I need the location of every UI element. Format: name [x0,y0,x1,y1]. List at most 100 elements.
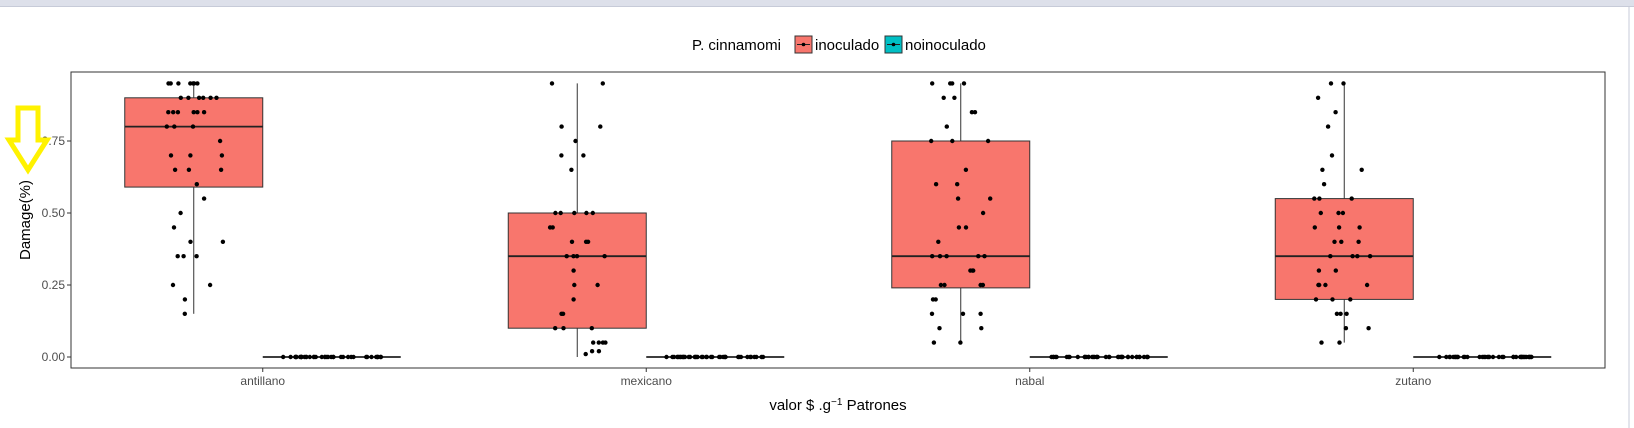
data-point [572,282,577,288]
data-point [171,110,176,115]
data-point [569,167,574,172]
data-point [598,124,603,129]
data-point [1316,268,1322,273]
legend-label-noinoculado: noinoculado [905,37,986,54]
y-axis-title: Damage(%) [17,180,34,260]
box-inoculado-zutano [1274,83,1414,343]
data-point [1511,354,1516,360]
legend-key-inoculado: inoculado [794,35,879,54]
data-point [561,326,566,331]
x-axis-title-suffix: Patrones [842,397,906,414]
data-point [1340,210,1346,216]
data-point [178,95,183,101]
data-point [1313,297,1319,302]
data-point [172,167,178,172]
data-point [281,354,286,360]
data-point [963,167,969,172]
data-point [549,81,555,86]
data-point [1496,354,1502,360]
data-point [589,326,594,331]
data-point [340,354,346,360]
data-point [950,138,955,144]
data-point [175,110,181,115]
data-point [170,282,176,288]
legend-title: P. cinnamomi [692,37,781,54]
x-axis-title: valor $ .g−1 Patrones [769,397,906,415]
data-point [1330,297,1335,302]
legend-point [891,42,896,47]
data-point [186,95,191,101]
data-point [1083,354,1089,360]
data-point [1336,210,1341,216]
x-tick-label-zutano: zutano [1395,374,1431,388]
data-point [166,81,171,86]
data-point [559,311,564,316]
data-point [955,196,961,201]
data-point [595,282,600,288]
data-point [553,326,558,331]
data-point [979,326,984,331]
data-point [716,354,722,360]
data-point [164,124,169,129]
data-point [930,254,935,259]
data-point [978,311,983,316]
data-point [195,81,200,86]
data-point [293,354,298,360]
data-point [1333,268,1339,273]
data-point [1328,254,1333,259]
plot-viewer-panel [0,7,1630,428]
data-point [1325,124,1331,129]
data-point [738,354,744,360]
data-point [1451,354,1456,360]
data-point [1501,354,1506,360]
data-point [958,340,963,345]
data-point [590,210,595,216]
data-point [937,254,943,259]
data-point [178,210,183,216]
data-point [217,138,223,144]
data-points [164,81,1534,360]
data-point [558,210,563,216]
data-point [1355,254,1360,259]
data-point [1357,225,1362,230]
data-point [976,254,981,259]
data-point [952,95,957,101]
legend-point [801,42,806,47]
data-point [181,254,186,259]
data-point [583,239,589,244]
data-point [172,124,177,129]
data-point [985,138,991,144]
data-point [1051,354,1056,360]
data-point [972,110,978,115]
data-point [1107,354,1112,360]
box-iqr [1274,198,1414,300]
arrow-down-icon [4,105,52,175]
data-point [708,354,714,360]
data-point [960,311,966,316]
data-point [1339,239,1344,244]
data-point [319,354,324,360]
data-point [311,354,317,360]
data-point [723,354,728,360]
data-point [600,340,606,345]
data-point [547,225,553,230]
data-point [1318,210,1324,216]
data-point [596,349,602,354]
data-point [602,254,607,259]
data-point [704,354,709,360]
data-point [573,138,578,144]
data-point [571,268,576,273]
data-point [584,210,589,216]
data-point [214,95,219,101]
data-point [937,326,942,331]
x-axis-title-prefix: valor $ .g [769,397,831,414]
data-point [307,354,312,360]
x-axis: antillano mexicano nabal zutano [240,368,1432,388]
data-point [1333,110,1338,115]
data-point [591,340,596,345]
data-point [572,210,577,216]
data-point [944,124,949,129]
data-point [942,282,947,288]
data-point [931,340,937,345]
data-point [759,354,764,360]
